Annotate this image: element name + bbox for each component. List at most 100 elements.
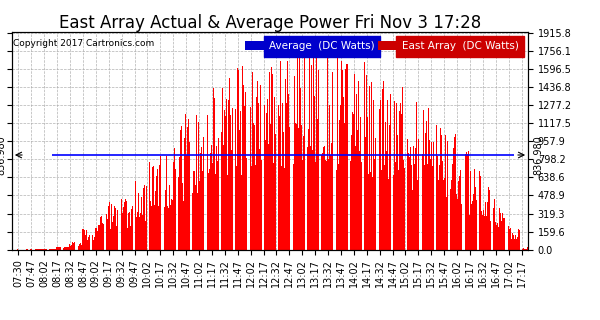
Bar [443,180,444,250]
Bar [287,61,288,250]
Bar [304,40,305,250]
Bar [171,199,172,250]
Bar [58,247,59,250]
Bar [138,193,139,250]
Bar [310,147,311,250]
Bar [324,146,325,250]
Bar [425,132,426,250]
Bar [498,227,499,250]
Bar [374,159,375,250]
Bar [80,243,81,250]
Bar [331,143,332,250]
Bar [280,61,281,250]
Bar [527,247,528,250]
Bar [401,115,402,250]
Bar [235,109,236,250]
Bar [155,191,156,250]
Bar [49,249,50,250]
Bar [464,154,466,250]
Bar [241,174,242,250]
Bar [176,192,178,250]
Bar [112,222,113,250]
Bar [213,88,214,250]
Bar [410,147,411,250]
Bar [69,244,70,250]
Bar [523,248,524,250]
Bar [372,177,373,250]
Bar [342,70,343,250]
Bar [354,74,355,250]
Bar [409,157,410,250]
Bar [212,163,213,250]
Bar [181,125,182,250]
Bar [114,206,115,250]
Bar [441,135,442,250]
Bar [529,248,530,250]
Bar [149,201,151,250]
Bar [381,170,382,250]
Bar [188,119,189,250]
Bar [353,114,354,250]
Bar [436,125,437,250]
Bar [74,242,76,250]
Text: 836.980: 836.980 [533,135,543,175]
Bar [480,176,481,250]
Bar [389,125,391,250]
Bar [253,123,254,250]
Bar [130,226,131,250]
Bar [100,217,101,250]
Bar [258,103,259,250]
Bar [309,49,310,250]
Bar [368,174,369,250]
Bar [294,76,295,250]
Bar [297,58,298,250]
Bar [471,204,472,250]
Bar [377,122,379,250]
Bar [385,122,386,250]
Bar [110,229,111,250]
Bar [460,170,461,250]
Bar [418,139,419,250]
Bar [191,193,193,250]
Bar [218,138,220,250]
Bar [423,110,424,250]
Bar [415,148,416,250]
Bar [229,77,230,250]
Bar [511,239,512,250]
Bar [31,249,32,250]
Bar [151,206,152,250]
Bar [153,166,154,250]
Bar [222,88,223,250]
Bar [335,170,337,250]
Bar [242,66,243,250]
Bar [468,151,469,250]
Bar [428,108,429,250]
Bar [358,81,359,250]
Bar [51,249,52,250]
Bar [340,105,341,250]
Bar [300,88,301,250]
Bar [106,214,107,250]
Bar [226,99,227,250]
Bar [154,205,155,250]
Bar [115,209,116,250]
Bar [490,221,491,250]
Bar [281,165,282,250]
Bar [438,180,439,250]
Bar [493,208,494,250]
Bar [485,202,486,250]
Bar [201,147,202,250]
Bar [429,140,430,250]
Bar [211,145,212,250]
Bar [366,75,367,250]
Bar [228,100,229,250]
Bar [265,140,266,250]
Bar [182,183,183,250]
Bar [121,199,122,250]
Bar [233,103,235,250]
Bar [289,127,290,250]
Bar [37,249,38,250]
Bar [430,159,431,250]
Bar [470,171,471,250]
Bar [286,103,287,250]
